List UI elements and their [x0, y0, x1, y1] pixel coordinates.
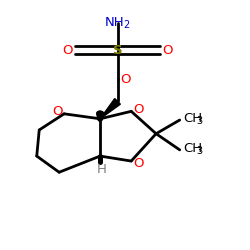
Text: H: H	[96, 162, 106, 175]
Text: O: O	[52, 105, 62, 118]
Text: 3: 3	[196, 116, 203, 126]
Text: CH: CH	[183, 142, 202, 155]
Text: O: O	[162, 44, 172, 57]
Polygon shape	[100, 98, 120, 119]
Text: CH: CH	[183, 112, 202, 125]
Text: 3: 3	[196, 146, 203, 156]
Text: NH: NH	[105, 16, 124, 29]
Text: 2: 2	[123, 20, 129, 30]
Text: O: O	[133, 103, 143, 116]
Text: O: O	[62, 44, 73, 57]
Text: O: O	[120, 72, 131, 86]
Text: O: O	[133, 156, 143, 170]
Text: S: S	[113, 44, 122, 57]
